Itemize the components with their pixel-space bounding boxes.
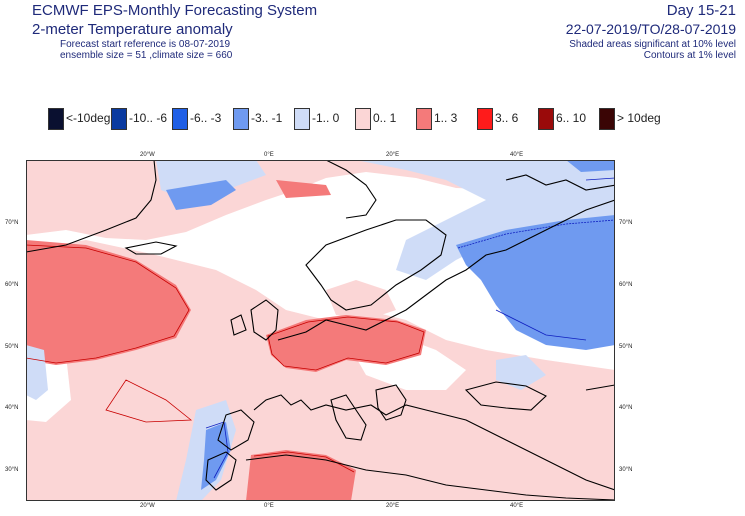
legend-label: 6.. 10 [556, 111, 587, 125]
lat-tick-right: 70°N [619, 220, 633, 226]
legend-label: 1.. 3 [434, 111, 458, 125]
lat-tick-right: 50°N [619, 344, 633, 350]
anomaly-area-cold [566, 160, 615, 172]
significance-contour-warm [105, 379, 193, 423]
legend-label: 0.. 1 [373, 111, 397, 125]
lon-tick-bottom: 40°E [510, 503, 524, 509]
lon-tick-top: 20°E [386, 152, 400, 158]
anomaly-area-cold-light [496, 355, 546, 390]
anomaly-area-cold-light [356, 160, 615, 280]
legend-swatch [111, 108, 127, 130]
legend-swatch [477, 108, 493, 130]
anomaly-area-warm [246, 450, 356, 501]
anomaly-area-warm-light [326, 280, 396, 320]
legend-label: <-10deg [66, 111, 111, 125]
lat-tick-right: 30°N [619, 467, 633, 473]
lat-tick-right: 60°N [619, 282, 633, 288]
significance-contour-warm [253, 451, 355, 473]
legend-label: -6.. -3 [190, 111, 222, 125]
lon-tick-top: 40°E [510, 152, 524, 158]
date-range-label: 22-07-2019/TO/28-07-2019 [565, 21, 736, 37]
legend-swatch [48, 108, 64, 130]
forecast-start-text: Forecast start reference is 08-07-2019 [60, 39, 231, 50]
contour-significance-note: Contours at 1% level [643, 50, 736, 61]
variable-title: 2-meter Temperature anomaly [32, 21, 233, 38]
lon-tick-bottom: 20°E [386, 503, 400, 509]
legend-label: > 10deg [617, 111, 661, 125]
significance-contour-warm [26, 244, 190, 364]
lon-tick-bottom: 20°W [140, 503, 155, 509]
legend-swatch [172, 108, 188, 130]
legend-label: -1.. 0 [312, 111, 340, 125]
main-title: ECMWF EPS-Monthly Forecasting System [32, 2, 318, 19]
day-range-label: Day 15-21 [666, 2, 736, 19]
legend-swatch [233, 108, 249, 130]
legend-swatch [416, 108, 432, 130]
lon-tick-bottom: 0°E [264, 503, 274, 509]
anomaly-map [26, 160, 615, 501]
lat-tick-left: 60°N [5, 282, 19, 288]
shaded-significance-note: Shaded areas significant at 10% level [569, 39, 736, 50]
lat-tick-left: 40°N [5, 405, 19, 411]
map-frame [26, 160, 615, 501]
anomaly-area-warm [266, 315, 426, 372]
significance-contour-cold [495, 309, 587, 341]
lat-tick-right: 40°N [619, 405, 633, 411]
coastlines [26, 160, 615, 501]
legend-label: 3.. 6 [495, 111, 519, 125]
legend-label: -3.. -1 [251, 111, 283, 125]
anomaly-area-cold [166, 180, 236, 210]
lon-tick-top: 20°W [140, 152, 155, 158]
legend-label: -10.. -6 [129, 111, 168, 125]
lon-tick-top: 0°E [264, 152, 274, 158]
significance-contour-cold [457, 219, 615, 249]
legend-swatch [599, 108, 615, 130]
legend-swatch [538, 108, 554, 130]
ensemble-size-text: ensemble size = 51 ,climate size = 660 [60, 50, 233, 61]
lat-tick-left: 50°N [5, 344, 19, 350]
anomaly-area-warm [276, 180, 331, 198]
anomaly-area-cold [456, 215, 615, 350]
lat-tick-left: 70°N [5, 220, 19, 226]
legend-swatch [294, 108, 310, 130]
significance-contour-cold [205, 421, 229, 479]
significance-contour-warm [267, 316, 425, 371]
significance-contour-cold [585, 177, 615, 181]
legend-swatch [355, 108, 371, 130]
anomaly-area-neutral [256, 210, 386, 280]
lat-tick-left: 30°N [5, 467, 19, 473]
